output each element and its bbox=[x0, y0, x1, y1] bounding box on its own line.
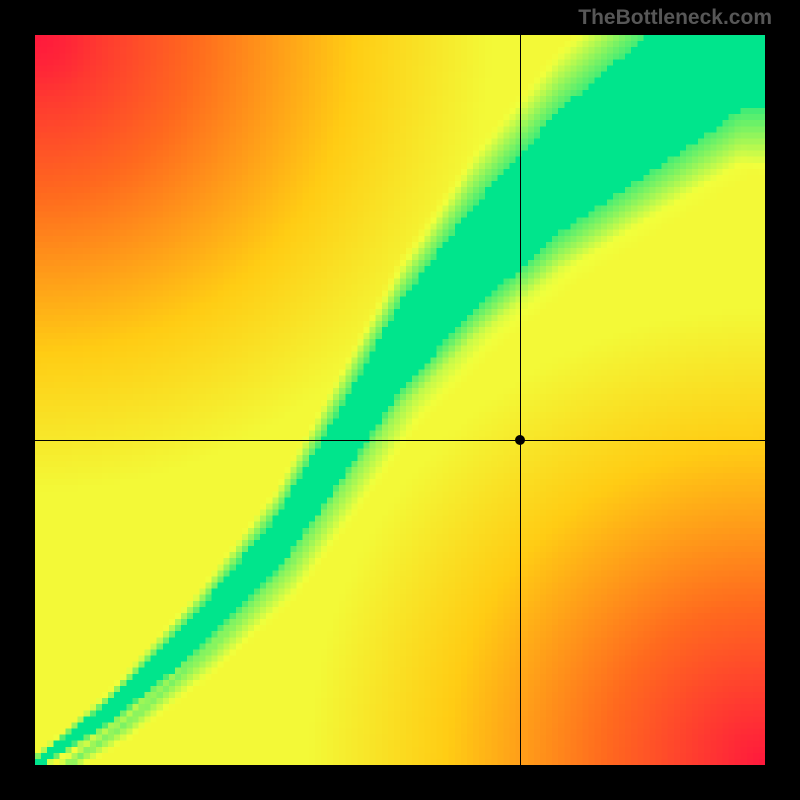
crosshair-horizontal bbox=[35, 440, 765, 441]
selection-marker bbox=[515, 435, 525, 445]
heatmap-canvas bbox=[35, 35, 765, 765]
crosshair-vertical bbox=[520, 35, 521, 765]
bottleneck-heatmap bbox=[35, 35, 765, 765]
watermark-text: TheBottleneck.com bbox=[578, 6, 772, 30]
